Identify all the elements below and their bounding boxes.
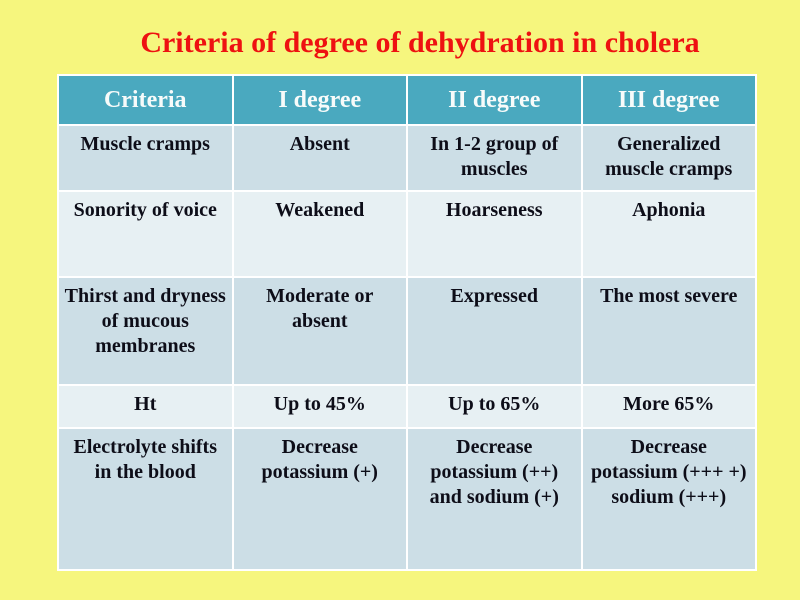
cell-ii-degree: Expressed: [406, 276, 583, 386]
cell-ii-degree: Hoarseness: [406, 190, 583, 278]
column-header-criteria: Criteria: [57, 74, 234, 126]
column-header-iii-degree: III degree: [580, 74, 757, 126]
cell-ii-degree: Decrease potassium (++) and sodium (+): [406, 427, 583, 571]
cell-iii-degree: Decrease potassium (+++ +) sodium (+++): [580, 427, 757, 571]
column-header-i-degree: I degree: [231, 74, 408, 126]
cell-iii-degree: Generalized muscle cramps: [580, 124, 757, 192]
cell-criteria: Ht: [57, 384, 234, 429]
cell-criteria: Thirst and dryness of mucous membranes: [57, 276, 234, 386]
table-row: Thirst and dryness of mucous membranes M…: [57, 276, 757, 386]
cell-criteria: Sonority of voice: [57, 190, 234, 278]
table-row: Electrolyte shifts in the blood Decrease…: [57, 427, 757, 571]
page-title: Criteria of degree of dehydration in cho…: [140, 26, 700, 59]
cell-criteria: Electrolyte shifts in the blood: [57, 427, 234, 571]
column-header-ii-degree: II degree: [406, 74, 583, 126]
cell-iii-degree: More 65%: [580, 384, 757, 429]
table-row: Ht Up to 45% Up to 65% More 65%: [57, 384, 757, 429]
cell-criteria: Muscle cramps: [57, 124, 234, 192]
cell-i-degree: Up to 45%: [231, 384, 408, 429]
table-header-row: Criteria I degree II degree III degree: [57, 74, 757, 126]
table-row: Sonority of voice Weakened Hoarseness Ap…: [57, 190, 757, 278]
table-row: Muscle cramps Absent In 1-2 group of mus…: [57, 124, 757, 192]
cell-i-degree: Moderate or absent: [231, 276, 408, 386]
dehydration-criteria-table: Criteria I degree II degree III degree M…: [57, 74, 757, 571]
cell-ii-degree: Up to 65%: [406, 384, 583, 429]
cell-iii-degree: The most severe: [580, 276, 757, 386]
cell-iii-degree: Aphonia: [580, 190, 757, 278]
cell-i-degree: Absent: [231, 124, 408, 192]
cell-i-degree: Weakened: [231, 190, 408, 278]
cell-i-degree: Decrease potassium (+): [231, 427, 408, 571]
cell-ii-degree: In 1-2 group of muscles: [406, 124, 583, 192]
